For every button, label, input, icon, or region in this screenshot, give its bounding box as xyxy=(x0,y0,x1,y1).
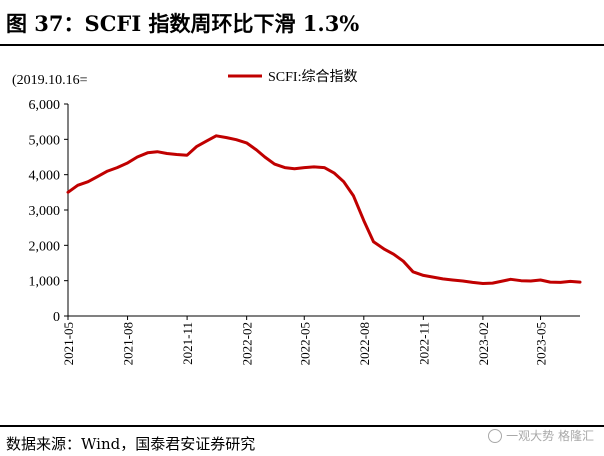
y-tick-label: 2,000 xyxy=(29,239,61,254)
x-tick-label: 2022-05 xyxy=(297,322,312,365)
x-tick-label: 2021-08 xyxy=(121,322,136,365)
y-tick-label: 6,000 xyxy=(29,98,61,113)
x-tick-label: 2022-08 xyxy=(357,322,372,365)
y-tick-label: 3,000 xyxy=(29,204,61,219)
watermark: 一观大势 格隆汇 xyxy=(488,427,594,444)
index-base-note: (2019.10.16= xyxy=(12,73,88,88)
chart-title: 图 37：SCFI 指数周环比下滑 1.3% xyxy=(6,11,360,36)
x-tick-label: 2023-02 xyxy=(476,322,491,365)
title-bar: 图 37：SCFI 指数周环比下滑 1.3% xyxy=(0,0,604,46)
y-tick-label: 1,000 xyxy=(29,275,61,290)
x-tick-label: 2022-11 xyxy=(416,322,431,365)
series-line-scfi xyxy=(66,134,582,285)
y-tick-label: 4,000 xyxy=(29,169,61,184)
x-tick-label: 2023-05 xyxy=(534,322,549,365)
x-tick-label: 2021-05 xyxy=(61,322,76,365)
source-bar: 数据来源：Wind，国泰君安证券研究 xyxy=(0,425,604,456)
scfi-line-chart: (2019.10.16= 0 1,000 2,000 3,000 4,000 5,000 6,… xyxy=(12,69,582,365)
legend-label: SCFI:综合指数 xyxy=(268,69,357,85)
y-tick-label: 0 xyxy=(53,310,60,325)
watermark-text: 一观大势 格隆汇 xyxy=(506,429,594,443)
watermark-logo-icon xyxy=(488,428,503,443)
x-tick-label: 2022-02 xyxy=(240,322,255,365)
data-source: 数据来源：Wind，国泰君安证券研究 xyxy=(6,435,256,453)
y-tick-label: 5,000 xyxy=(29,133,61,148)
chart-area: (2019.10.16= 0 1,000 2,000 3,000 4,000 5,000 6,… xyxy=(0,46,604,424)
x-tick-label: 2021-11 xyxy=(180,322,195,365)
